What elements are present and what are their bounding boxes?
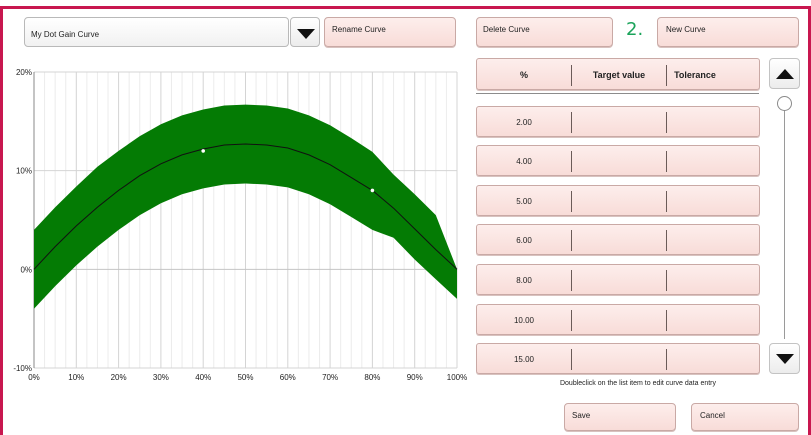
x-tick-label: 20% <box>111 373 127 382</box>
row-percent: 5.00 <box>516 197 532 206</box>
table-row[interactable]: 5.00 <box>476 185 760 216</box>
header-target-value: Target value <box>592 70 646 80</box>
row-percent: 6.00 <box>516 236 532 245</box>
row-percent: 4.00 <box>516 157 532 166</box>
y-tick-label: 0% <box>20 265 32 274</box>
header-tolerance: Tolerance <box>674 70 716 80</box>
arrow-down-icon <box>776 354 794 364</box>
scroll-down-button[interactable] <box>769 343 800 374</box>
header-divider <box>476 93 759 94</box>
x-tick-label: 80% <box>364 373 380 382</box>
table-row[interactable]: 6.00 <box>476 224 760 255</box>
x-tick-label: 50% <box>237 373 253 382</box>
row-percent: 15.00 <box>513 355 535 364</box>
scroll-thumb[interactable] <box>777 96 792 111</box>
y-tick-label: 20% <box>16 68 32 77</box>
arrow-up-icon <box>776 69 794 79</box>
dot-gain-chart: 0% 10% 20% 30% 40% 50% 60% 70% 80% 90% 100% -10%0%… <box>13 68 467 382</box>
scroll-up-button[interactable] <box>769 58 800 89</box>
row-percent: 8.00 <box>516 276 532 285</box>
x-tick-label: 100% <box>447 373 467 382</box>
dropdown-toggle-button[interactable] <box>290 17 320 47</box>
x-tick-label: 0% <box>28 373 40 382</box>
y-tick-label: 10% <box>16 167 32 176</box>
delete-curve-button[interactable]: Delete Curve <box>476 17 613 47</box>
row-percent: 10.00 <box>513 316 535 325</box>
table-header: % Target value Tolerance <box>476 58 760 90</box>
x-tick-label: 70% <box>322 373 338 382</box>
x-tick-label: 90% <box>407 373 423 382</box>
new-curve-button[interactable]: New Curve <box>657 17 799 47</box>
edit-hint-text: Doubleclick on the list item to edit cur… <box>559 380 717 387</box>
curve-point[interactable] <box>370 188 375 193</box>
step-label: 2. <box>626 19 644 40</box>
table-row[interactable]: 8.00 <box>476 264 760 295</box>
table-row[interactable]: 2.00 <box>476 106 760 137</box>
x-tick-label: 10% <box>68 373 84 382</box>
curve-point[interactable] <box>201 149 205 153</box>
chevron-down-icon <box>297 29 315 39</box>
save-button[interactable]: Save <box>564 403 676 431</box>
curve-dropdown[interactable]: My Dot Gain Curve <box>24 17 289 47</box>
y-tick-label: -10% <box>13 364 32 373</box>
x-tick-label: 30% <box>153 373 169 382</box>
row-percent: 2.00 <box>516 118 532 127</box>
tolerance-band <box>34 104 457 309</box>
scroll-track[interactable] <box>784 106 785 339</box>
header-percent: % <box>519 70 528 80</box>
x-tick-label: 60% <box>280 373 296 382</box>
cancel-button[interactable]: Cancel <box>691 403 799 431</box>
target-curve <box>33 143 458 270</box>
table-row[interactable]: 4.00 <box>476 145 760 176</box>
rename-curve-button[interactable]: Rename Curve <box>324 17 456 47</box>
x-tick-label: 40% <box>195 373 211 382</box>
curve-dropdown-value: My Dot Gain Curve <box>31 30 100 39</box>
table-row[interactable]: 15.00 <box>476 343 760 374</box>
table-row[interactable]: 10.00 <box>476 304 760 335</box>
